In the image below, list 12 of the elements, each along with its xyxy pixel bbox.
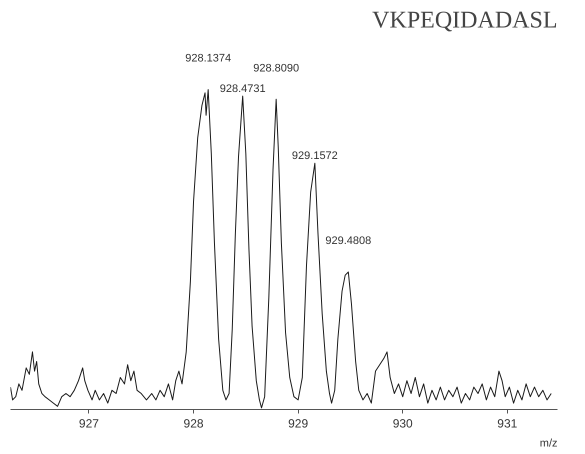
x-tick-label: 930: [392, 416, 414, 430]
annotation: 929.4808: [325, 234, 372, 247]
annotation: 928.1374: [185, 52, 232, 65]
x-tick-label: 931: [497, 416, 518, 430]
chart-title: VKPEQIDADASL: [372, 8, 558, 34]
x-axis-title: m/z: [540, 438, 558, 450]
annotation: 928.4731: [220, 83, 266, 96]
x-tick-label: 928: [184, 416, 204, 430]
annotation: 929.1572: [292, 150, 338, 162]
x-tick-label: 929: [288, 416, 308, 430]
annotation: 928.8090: [253, 62, 300, 74]
x-tick-label: 927: [78, 416, 100, 430]
